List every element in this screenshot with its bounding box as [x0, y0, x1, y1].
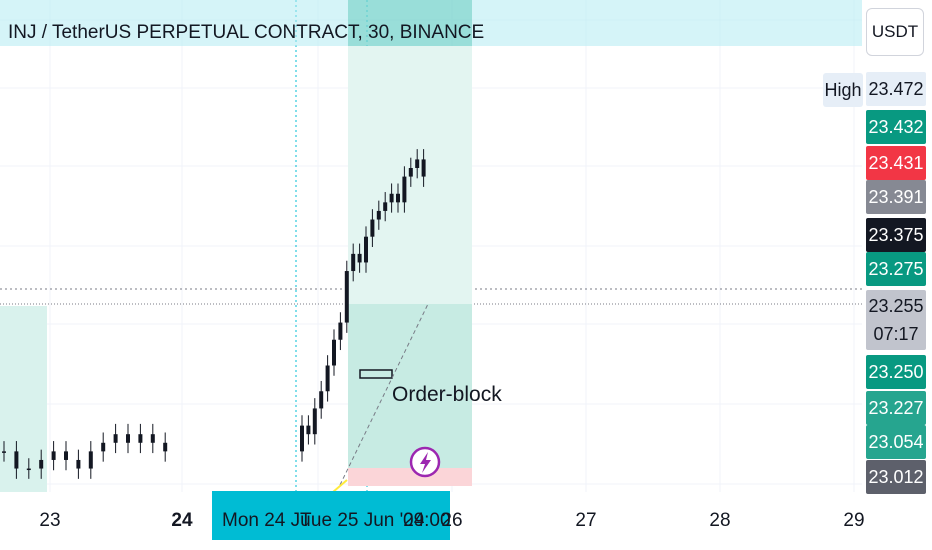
- price-tag-value: 23.054: [868, 431, 924, 452]
- cursor-time: 09:00: [403, 510, 451, 531]
- price-tag-3: 23.391: [866, 180, 926, 214]
- price-tag-value: 23.375: [868, 224, 924, 245]
- candle-body-33: [421, 159, 426, 177]
- header-zone: [0, 0, 862, 46]
- price-tag-countdown: 07:17: [873, 324, 919, 344]
- cursor-date-1: Mon 24 Ju: [222, 510, 311, 531]
- candle-body-29: [396, 193, 400, 203]
- candles-layer: [2, 149, 426, 479]
- candle-body-32: [415, 159, 420, 168]
- overlays-layer: [332, 303, 441, 493]
- cursor-date-label: [212, 491, 450, 540]
- candle-body-19: [332, 339, 336, 366]
- candle-body-11: [138, 434, 143, 443]
- candle-body-3: [39, 459, 44, 469]
- price-tag-4: 23.375: [866, 218, 926, 252]
- trend-line: [339, 303, 429, 486]
- lightning-bolt-icon: [420, 452, 431, 473]
- candle-body-14: [300, 425, 304, 452]
- price-tag-value: 23.227: [868, 397, 924, 418]
- left-zone: [0, 306, 47, 492]
- candle-body-20: [338, 322, 343, 340]
- candle-body-17: [319, 391, 324, 409]
- trend-start-marker: [332, 479, 348, 493]
- price-tag-value: 23.431: [868, 152, 924, 173]
- candle-body-24: [364, 236, 368, 263]
- price-tag-5: 23.275: [866, 252, 926, 286]
- price-tag-10: 23.012: [866, 460, 926, 494]
- candle-body-21: [344, 271, 349, 323]
- price-tag-value: 23.391: [868, 186, 924, 207]
- price-tag-value: 23.250: [868, 361, 924, 382]
- price-tag-9: 23.054: [866, 425, 926, 459]
- candle-body-9: [113, 434, 118, 443]
- candle-body-7: [88, 451, 93, 469]
- currency-button[interactable]: USDT: [866, 8, 924, 56]
- x-tick-26: 26: [441, 510, 463, 531]
- chart-title: INJ / TetherUS PERPETUAL CONTRACT, 30, B…: [8, 22, 485, 43]
- candle-body-16: [312, 408, 317, 435]
- candle-body-4: [51, 451, 56, 460]
- candle-body-12: [150, 434, 155, 443]
- price-tag-1: 23.432: [866, 110, 926, 144]
- candle-body-2: [26, 468, 31, 471]
- order-block-box: [359, 369, 393, 379]
- candle-body-1: [14, 451, 19, 469]
- candle-body-25: [370, 219, 375, 237]
- price-tag-8: 23.227: [866, 391, 926, 425]
- stop-zone: [348, 468, 472, 486]
- candle-body-27: [383, 202, 388, 211]
- header-zone-dark: [348, 0, 472, 46]
- x-tick-28: 28: [709, 510, 731, 531]
- candle-body-8: [101, 442, 106, 452]
- profit-zone: [348, 304, 472, 468]
- candle-body-6: [76, 459, 81, 469]
- price-tag-7: 23.250: [866, 355, 926, 389]
- candle-body-15: [306, 425, 311, 435]
- order-block-label: Order-block: [392, 383, 502, 406]
- price-tag-6: 23.255 07:17: [866, 290, 926, 350]
- candle-body-13: [163, 442, 168, 452]
- x-tick-24: 24: [171, 510, 193, 531]
- cursor-date-2: Tue 25 Jun '24: [300, 510, 425, 531]
- price-tag-value: 23.275: [868, 258, 924, 279]
- candle-body-28: [389, 193, 394, 203]
- x-tick-23: 23: [39, 510, 61, 531]
- candle-body-31: [408, 168, 413, 177]
- price-tag-value: 23.255: [868, 296, 924, 316]
- price-tag-value: 23.432: [868, 116, 924, 137]
- x-tick-27: 27: [575, 510, 597, 531]
- candle-body-30: [402, 176, 407, 203]
- candle-body-22: [351, 253, 356, 272]
- price-tag-value: 23.012: [868, 466, 924, 487]
- candle-body-26: [376, 210, 381, 220]
- candle-body-5: [64, 451, 68, 460]
- candle-body-0: [2, 451, 6, 453]
- candle-body-23: [357, 253, 362, 263]
- price-tag-value: 23.472: [868, 78, 924, 99]
- x-tick-29: 29: [843, 510, 865, 531]
- high-label: High: [823, 73, 863, 107]
- candle-body-10: [126, 434, 130, 443]
- price-tag-2: 23.431: [866, 146, 926, 180]
- candle-body-18: [325, 365, 330, 392]
- price-tag-0: 23.472: [866, 72, 926, 106]
